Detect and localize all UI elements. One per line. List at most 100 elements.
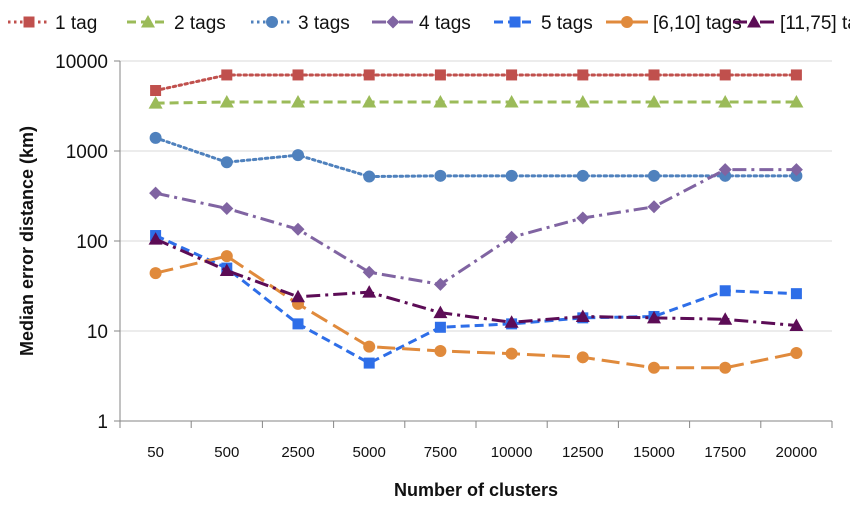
data-point <box>362 265 376 279</box>
data-point <box>292 69 304 81</box>
data-point <box>506 69 518 81</box>
data-point <box>648 169 660 182</box>
series-line <box>155 168 797 286</box>
x-tick-label: 15000 <box>633 444 675 461</box>
legend-item-1: 1 tag <box>8 13 97 34</box>
data-point <box>505 230 519 244</box>
data-point <box>292 149 304 162</box>
data-point <box>718 163 732 177</box>
series-4 <box>149 163 803 291</box>
x-tick-label: 2500 <box>281 444 314 461</box>
data-point <box>505 347 518 360</box>
legend-item-7: [11,75] tags <box>733 13 850 34</box>
data-point <box>219 95 234 108</box>
legend-marker <box>621 16 633 28</box>
data-point <box>363 69 375 81</box>
legend-item-4: 4 tags <box>372 13 471 34</box>
data-point <box>504 315 519 328</box>
data-point <box>363 340 376 353</box>
legend-label: 3 tags <box>298 13 350 34</box>
data-point <box>221 69 233 81</box>
x-tick-label: 5000 <box>353 444 386 461</box>
x-tick-labels: 50 500 2500 5000 7500 10000 12500 15000 17500 200… <box>147 444 817 461</box>
data-point <box>220 156 233 169</box>
series-1 <box>150 69 802 97</box>
series-7 <box>148 232 804 332</box>
data-point <box>576 351 589 364</box>
series-line <box>155 254 797 370</box>
series-3 <box>149 131 803 183</box>
x-tick-label: 50 <box>147 444 164 461</box>
legend-item-5: 5 tags <box>494 13 593 34</box>
data-point <box>719 69 731 81</box>
y-tick-label: 10000 <box>55 52 108 73</box>
legend-marker <box>747 15 761 28</box>
data-point <box>291 222 305 236</box>
data-point <box>150 85 162 97</box>
legend-item-6: [6,10] tags <box>606 13 742 34</box>
legend-label: 4 tags <box>419 13 471 34</box>
legend-label: 2 tags <box>174 13 226 34</box>
legend: 1 tag 2 tags 3 tags 4 tags 5 tags [6,10] tags… <box>8 13 850 34</box>
legend-item-2: 2 tags <box>127 13 226 34</box>
series-group <box>148 69 804 374</box>
series-2 <box>148 95 804 109</box>
x-tick-label: 10000 <box>491 444 533 461</box>
x-tick-label: 7500 <box>424 444 457 461</box>
data-point <box>433 277 447 291</box>
data-point <box>220 201 234 215</box>
data-point <box>718 95 733 108</box>
data-point <box>789 95 804 108</box>
x-axis-title: Number of clusters <box>394 480 558 500</box>
y-tick-label: 1 <box>97 412 108 433</box>
data-point <box>434 169 447 182</box>
data-point <box>790 346 803 359</box>
y-axis-title: Median error distance (km) <box>17 126 37 356</box>
data-point <box>790 69 802 81</box>
legend-label: 1 tag <box>55 13 97 34</box>
legend-item-3: 3 tags <box>251 13 350 34</box>
data-point <box>576 169 589 182</box>
data-point <box>433 95 448 108</box>
data-point <box>434 69 446 81</box>
series-line <box>155 100 797 105</box>
data-point <box>575 95 590 108</box>
data-point <box>648 69 660 81</box>
x-tick-label: 500 <box>214 444 239 461</box>
y-tick-labels: 1 10 100 1000 10000 <box>55 52 108 433</box>
y-tick-label: 10 <box>87 322 108 343</box>
data-point <box>576 211 590 225</box>
data-point <box>291 289 305 303</box>
data-point <box>363 357 375 369</box>
data-point <box>789 318 804 332</box>
data-point <box>434 344 447 357</box>
x-tick-label: 17500 <box>704 444 746 461</box>
data-point <box>577 69 589 81</box>
data-point <box>647 200 661 214</box>
gridlines <box>120 60 832 332</box>
data-point <box>149 186 163 200</box>
data-point <box>647 95 661 108</box>
data-point <box>362 95 377 108</box>
data-point <box>648 361 660 374</box>
data-point <box>718 312 733 325</box>
legend-label: 5 tags <box>541 13 593 34</box>
legend-marker <box>509 16 521 28</box>
data-point <box>434 321 446 333</box>
legend-label: [11,75] tags <box>780 13 850 34</box>
axes <box>114 60 833 428</box>
legend-marker <box>386 15 400 29</box>
data-point <box>148 232 163 245</box>
data-point <box>363 170 376 183</box>
legend-label: [6,10] tags <box>653 13 742 34</box>
legend-marker <box>266 16 278 28</box>
data-point <box>219 263 234 277</box>
data-point <box>362 285 377 298</box>
x-tick-label: 20000 <box>776 444 818 461</box>
data-point <box>149 131 162 144</box>
data-point <box>504 95 519 108</box>
series-line <box>154 136 798 179</box>
y-tick-label: 100 <box>76 232 108 253</box>
data-point <box>790 288 802 300</box>
